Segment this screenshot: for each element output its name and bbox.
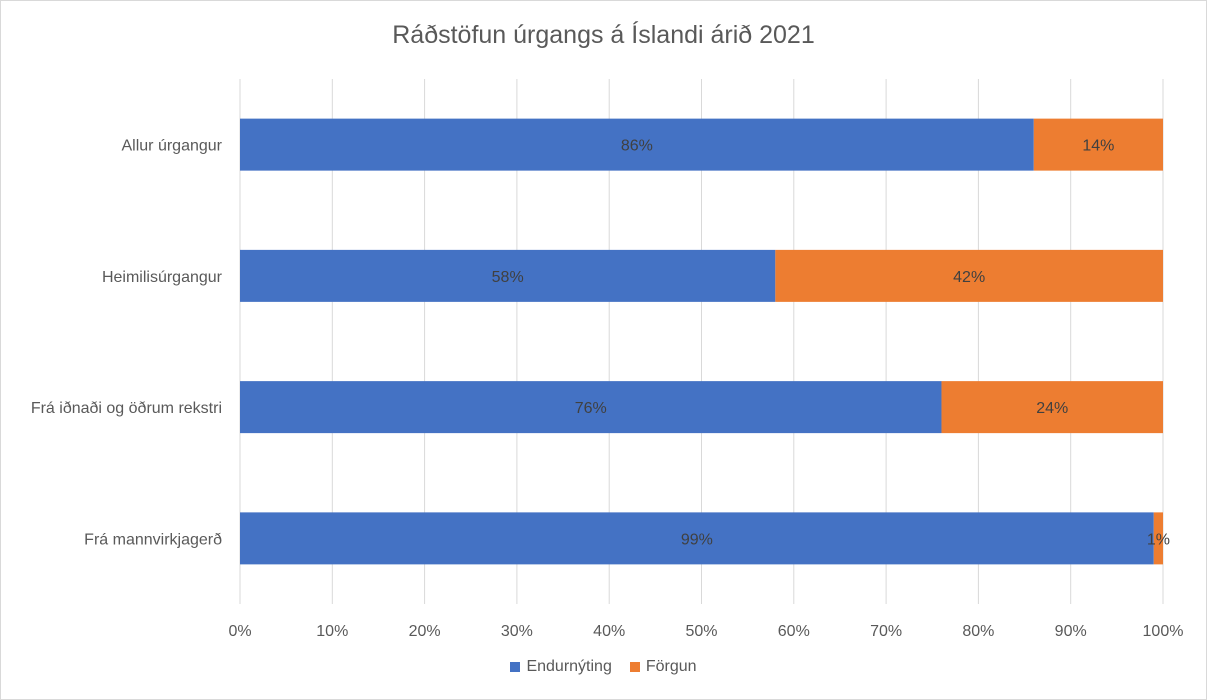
bar-forgun (941, 381, 1163, 434)
data-label: 99% (681, 531, 713, 548)
category-label: Heimilisúrgangur (102, 269, 223, 286)
bar-endurnyting (240, 249, 776, 302)
chart-legend: Endurnýting Förgun (1, 658, 1206, 676)
x-tick-label: 40% (593, 623, 625, 640)
data-label: 76% (575, 400, 607, 417)
data-label: 86% (621, 138, 653, 155)
x-tick-label: 70% (870, 623, 902, 640)
data-label: 58% (492, 269, 524, 286)
x-tick-label: 50% (685, 623, 717, 640)
legend-swatch-endurnyting (510, 662, 521, 672)
x-tick-label: 90% (1055, 623, 1087, 640)
category-label: Allur úrgangur (122, 138, 223, 155)
legend-item-forgun: Förgun (629, 658, 697, 676)
data-label: 42% (953, 269, 985, 286)
bar-endurnyting (240, 512, 1154, 565)
bar-forgun (1033, 118, 1163, 171)
data-label: 24% (1036, 400, 1068, 417)
x-tick-label: 100% (1143, 623, 1184, 640)
data-label: 1% (1147, 531, 1170, 548)
x-tick-label: 0% (228, 623, 251, 640)
x-tick-label: 30% (501, 623, 533, 640)
category-label: Frá iðnaði og öðrum rekstri (31, 400, 222, 417)
x-tick-label: 80% (962, 623, 994, 640)
x-tick-label: 60% (778, 623, 810, 640)
data-label: 14% (1082, 138, 1114, 155)
bar-endurnyting (240, 118, 1034, 171)
x-tick-label: 10% (316, 623, 348, 640)
chart-title: Ráðstöfun úrgangs á Íslandi árið 2021 (392, 21, 815, 49)
category-label: Frá mannvirkjagerð (84, 531, 222, 548)
x-tick-label: 20% (409, 623, 441, 640)
bar-endurnyting (240, 381, 942, 434)
legend-label-endurnyting: Endurnýting (526, 658, 612, 675)
bar-forgun (1153, 512, 1163, 565)
legend-swatch-forgun (629, 662, 640, 672)
bar-forgun (775, 249, 1163, 302)
legend-item-endurnyting: Endurnýting (510, 658, 612, 676)
legend-label-forgun: Förgun (645, 658, 697, 675)
